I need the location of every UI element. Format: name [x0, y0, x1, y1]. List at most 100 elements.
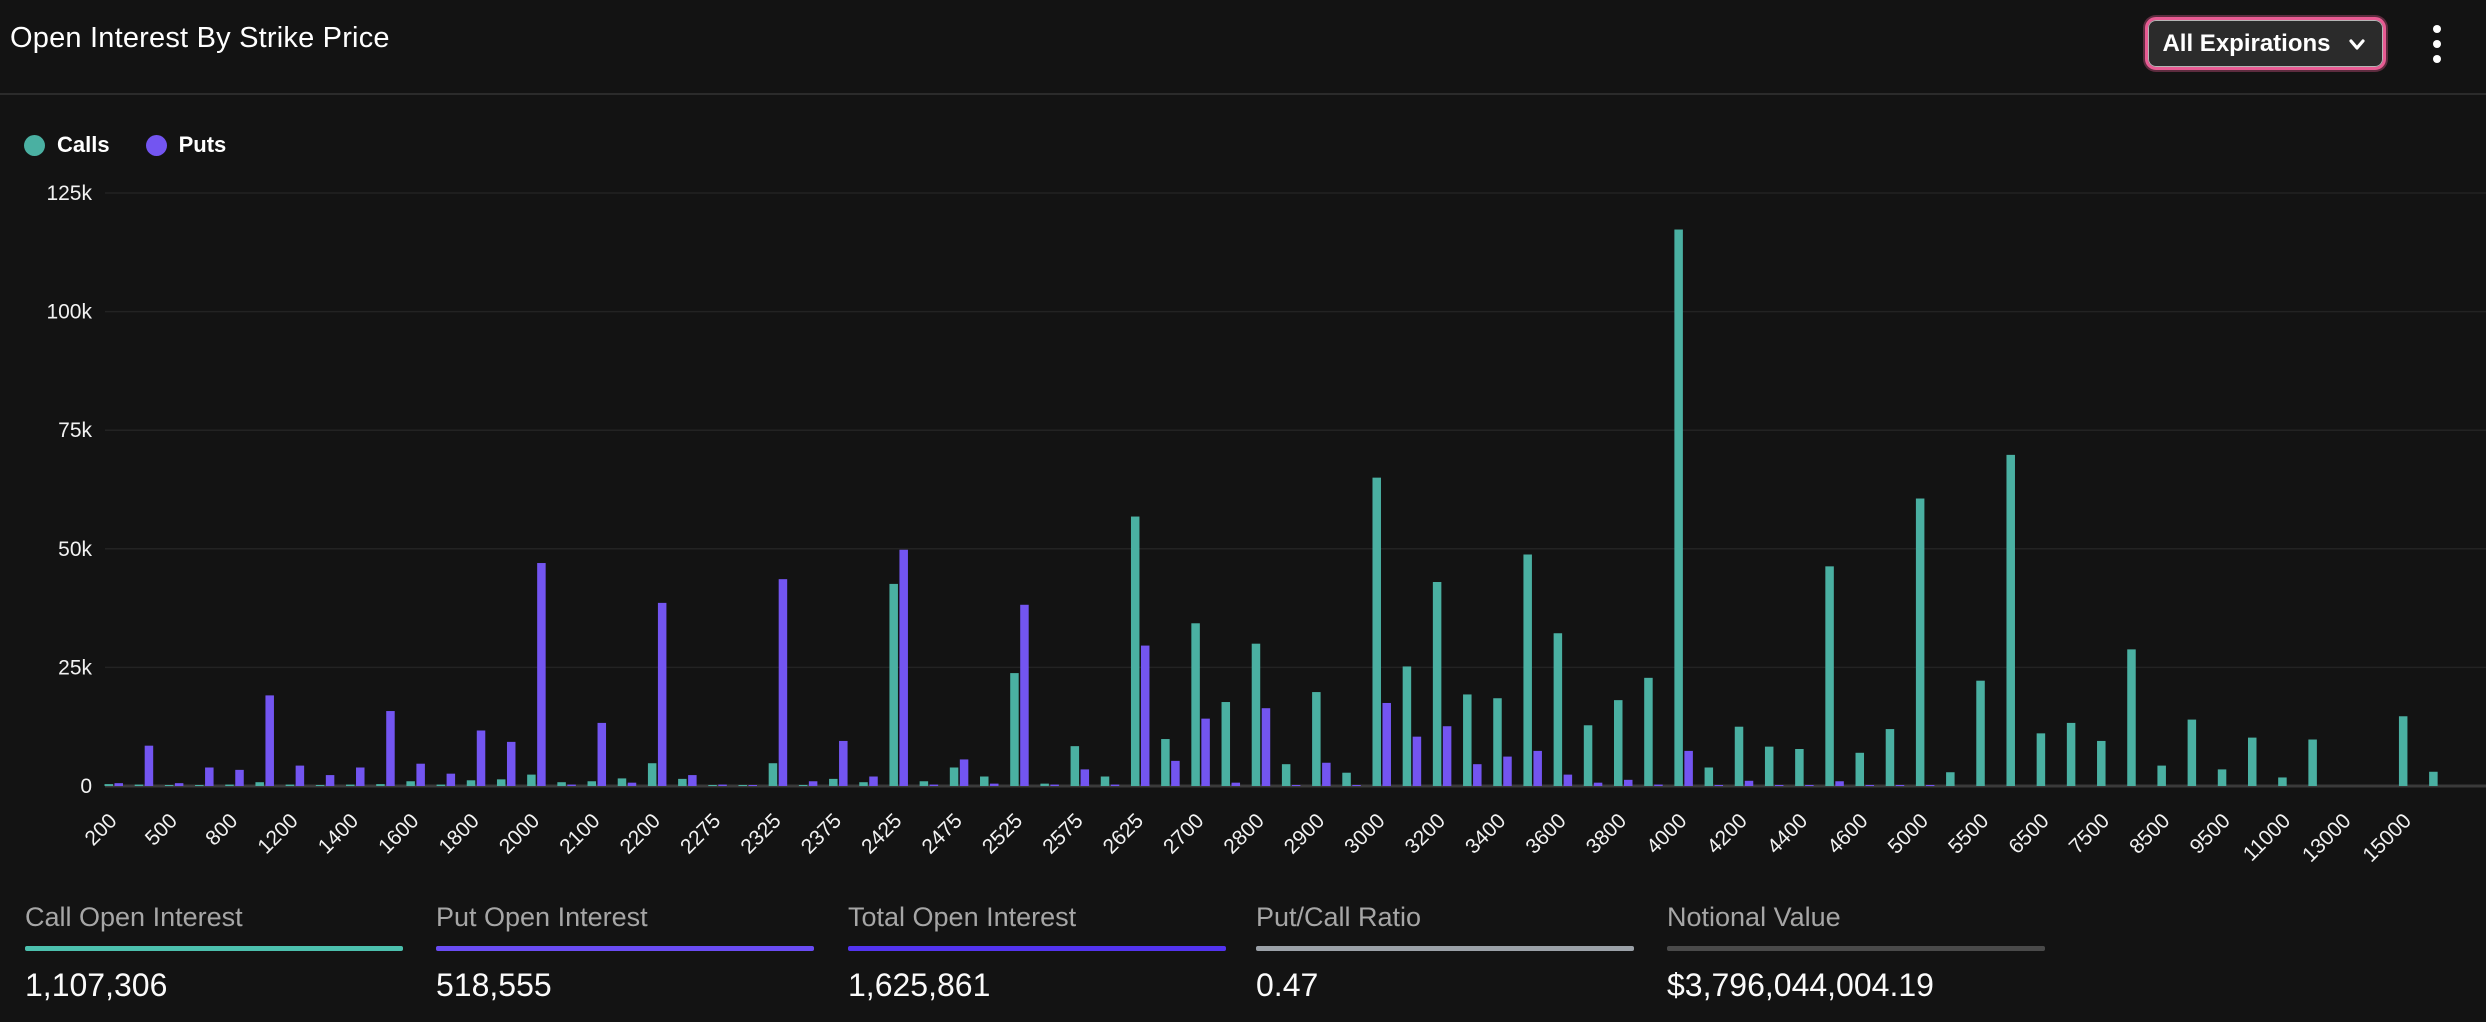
- call-bar[interactable]: [1825, 566, 1834, 786]
- put-bar[interactable]: [356, 767, 365, 786]
- call-bar[interactable]: [1764, 746, 1774, 786]
- put-bar[interactable]: [1231, 782, 1241, 786]
- call-bar[interactable]: [1915, 498, 1925, 786]
- put-bar[interactable]: [416, 763, 425, 786]
- call-bar[interactable]: [1493, 698, 1502, 786]
- call-bar[interactable]: [1312, 692, 1321, 786]
- call-bar[interactable]: [557, 782, 566, 786]
- put-bar[interactable]: [1865, 785, 1875, 786]
- call-bar[interactable]: [1191, 623, 1200, 786]
- call-bar[interactable]: [1040, 783, 1049, 786]
- call-bar[interactable]: [738, 785, 747, 786]
- call-bar[interactable]: [2036, 733, 2046, 786]
- put-bar[interactable]: [1442, 726, 1452, 786]
- call-bar[interactable]: [2066, 722, 2076, 786]
- put-bar[interactable]: [1503, 756, 1512, 786]
- call-bar[interactable]: [889, 583, 898, 786]
- put-bar[interactable]: [990, 783, 999, 786]
- put-bar[interactable]: [1352, 785, 1361, 786]
- call-bar[interactable]: [225, 784, 234, 786]
- call-bar[interactable]: [1342, 772, 1351, 786]
- put-bar[interactable]: [325, 775, 335, 786]
- put-bar[interactable]: [839, 740, 848, 786]
- put-bar[interactable]: [869, 776, 878, 786]
- put-bar[interactable]: [446, 773, 456, 786]
- put-bar[interactable]: [657, 602, 667, 786]
- call-bar[interactable]: [1221, 702, 1231, 786]
- put-bar[interactable]: [688, 775, 697, 786]
- put-bar[interactable]: [567, 784, 576, 786]
- call-bar[interactable]: [406, 781, 415, 786]
- call-bar[interactable]: [859, 782, 868, 786]
- call-bar[interactable]: [285, 784, 295, 786]
- call-bar[interactable]: [496, 779, 506, 786]
- put-bar[interactable]: [386, 711, 395, 786]
- put-bar[interactable]: [1684, 750, 1693, 786]
- put-bar[interactable]: [1774, 785, 1784, 786]
- call-bar[interactable]: [617, 778, 627, 786]
- call-bar[interactable]: [1463, 694, 1472, 786]
- call-bar[interactable]: [1976, 680, 1985, 786]
- put-bar[interactable]: [174, 783, 184, 786]
- put-bar[interactable]: [718, 784, 727, 786]
- call-bar[interactable]: [1855, 752, 1865, 786]
- put-bar[interactable]: [1201, 718, 1210, 786]
- put-bar[interactable]: [1322, 762, 1331, 786]
- call-bar[interactable]: [1885, 729, 1895, 786]
- call-bar[interactable]: [134, 784, 144, 786]
- call-bar[interactable]: [164, 785, 174, 786]
- call-bar[interactable]: [980, 776, 989, 786]
- call-bar[interactable]: [1251, 643, 1261, 786]
- put-bar[interactable]: [1714, 785, 1724, 786]
- put-bar[interactable]: [114, 783, 124, 786]
- call-bar[interactable]: [376, 784, 385, 786]
- call-bar[interactable]: [829, 778, 838, 786]
- call-bar[interactable]: [346, 784, 355, 786]
- call-bar[interactable]: [1734, 726, 1744, 786]
- put-bar[interactable]: [537, 563, 546, 786]
- call-bar[interactable]: [466, 780, 476, 786]
- put-bar[interactable]: [235, 769, 244, 786]
- call-bar[interactable]: [2006, 454, 2015, 786]
- call-bar[interactable]: [768, 763, 778, 786]
- call-bar[interactable]: [1644, 677, 1653, 786]
- call-bar[interactable]: [1614, 700, 1623, 786]
- call-bar[interactable]: [1281, 764, 1291, 786]
- put-bar[interactable]: [597, 722, 607, 786]
- call-bar[interactable]: [195, 785, 204, 786]
- call-bar[interactable]: [255, 782, 264, 786]
- put-bar[interactable]: [1654, 784, 1663, 786]
- call-bar[interactable]: [2097, 740, 2106, 786]
- put-bar[interactable]: [1533, 750, 1542, 786]
- put-bar[interactable]: [1895, 785, 1905, 786]
- call-bar[interactable]: [2429, 771, 2438, 786]
- call-bar[interactable]: [2278, 777, 2287, 786]
- call-bar[interactable]: [527, 774, 536, 786]
- put-bar[interactable]: [778, 579, 788, 786]
- put-bar[interactable]: [1291, 785, 1301, 786]
- call-bar[interactable]: [1130, 516, 1140, 786]
- put-bar[interactable]: [808, 781, 818, 786]
- kebab-menu-button[interactable]: [2420, 20, 2454, 68]
- call-bar[interactable]: [1070, 746, 1080, 786]
- call-bar[interactable]: [1402, 666, 1412, 786]
- call-bar[interactable]: [587, 781, 597, 786]
- put-bar[interactable]: [205, 767, 214, 786]
- call-bar[interactable]: [708, 785, 717, 786]
- call-bar[interactable]: [1010, 673, 1019, 786]
- put-bar[interactable]: [1593, 782, 1603, 786]
- put-bar[interactable]: [1624, 779, 1633, 786]
- put-bar[interactable]: [1925, 785, 1935, 786]
- call-bar[interactable]: [1432, 582, 1442, 786]
- put-bar[interactable]: [1744, 780, 1754, 786]
- put-bar[interactable]: [748, 785, 757, 786]
- call-bar[interactable]: [1523, 554, 1532, 786]
- expirations-dropdown[interactable]: All Expirations: [2145, 17, 2386, 70]
- call-bar[interactable]: [1795, 748, 1804, 786]
- call-bar[interactable]: [1372, 477, 1381, 786]
- call-bar[interactable]: [1946, 772, 1955, 786]
- put-bar[interactable]: [1382, 702, 1391, 786]
- put-bar[interactable]: [1020, 604, 1029, 786]
- put-bar[interactable]: [1050, 784, 1059, 786]
- call-bar[interactable]: [2308, 739, 2317, 786]
